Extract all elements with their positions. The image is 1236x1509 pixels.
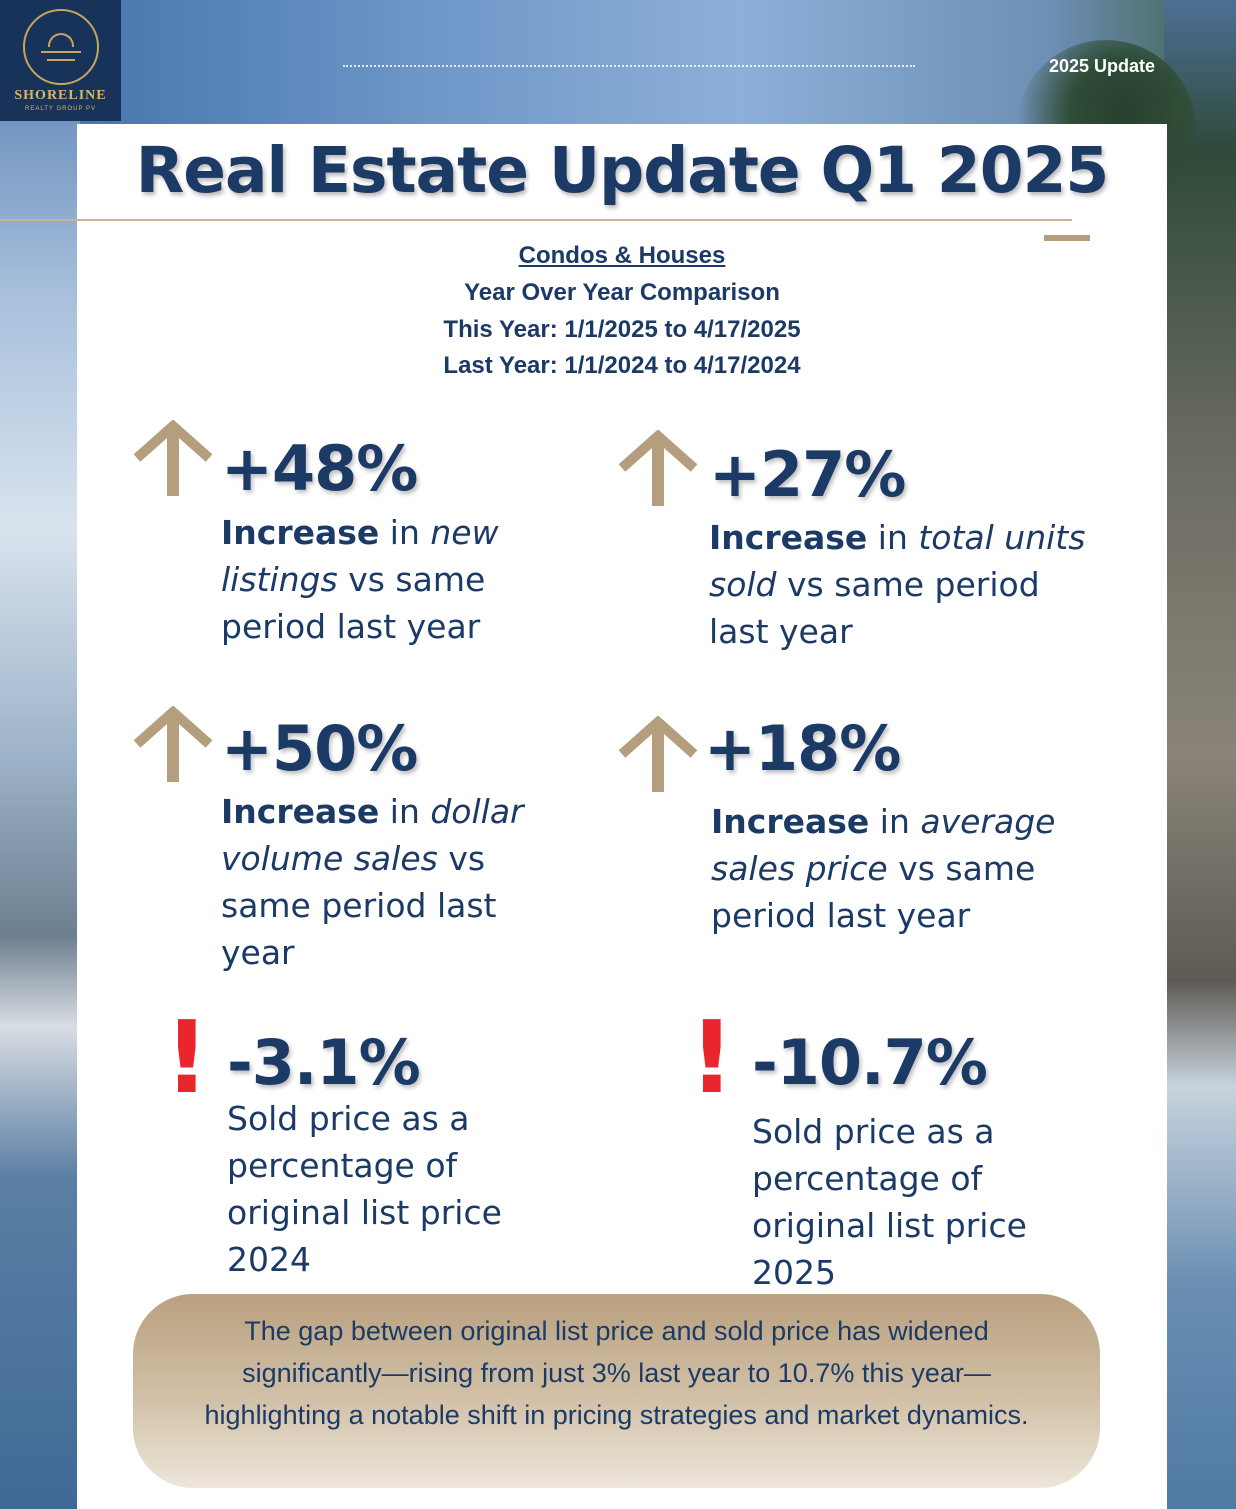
logo-ring-icon xyxy=(23,9,99,85)
title-divider xyxy=(0,219,1072,221)
up-arrow-icon xyxy=(133,706,213,782)
this-year-range: This Year: 1/1/2025 to 4/17/2025 xyxy=(443,316,801,343)
last-year-range: Last Year: 1/1/2024 to 4/17/2024 xyxy=(443,352,801,379)
up-arrow-icon xyxy=(618,716,698,792)
scenery-right xyxy=(1164,0,1236,1509)
stat-description: Sold price as a percentage of original l… xyxy=(227,1099,502,1279)
up-arrow-icon xyxy=(618,430,698,506)
stat-value: +18% xyxy=(704,712,901,785)
stat-description: Increase in dollar volume sales vs same … xyxy=(221,792,524,972)
shoreline-logo: SHORELINE REALTY GROUP PV xyxy=(0,0,121,121)
stat-value: +50% xyxy=(221,712,418,785)
logo-name: SHORELINE xyxy=(14,88,107,103)
scenery-left xyxy=(0,0,80,1509)
sun-icon xyxy=(48,33,74,47)
title-dash xyxy=(1044,235,1090,241)
content-card xyxy=(77,124,1167,1509)
stat-value: -10.7% xyxy=(752,1026,988,1099)
wave-icon xyxy=(41,51,81,53)
up-arrow-icon xyxy=(133,420,213,496)
comparison-heading: Year Over Year Comparison xyxy=(464,279,780,306)
page-title: Real Estate Update Q1 2025 xyxy=(135,134,1110,207)
stat-value: +27% xyxy=(709,438,906,511)
exclamation-icon: ! xyxy=(689,999,735,1116)
stat-description: Sold price as a percentage of original l… xyxy=(752,1112,1027,1292)
wave-icon xyxy=(47,59,75,61)
stat-value: -3.1% xyxy=(227,1026,421,1099)
category-heading: Condos & Houses xyxy=(518,242,726,269)
update-tag: 2025 Update xyxy=(1049,56,1156,76)
stat-description: Increase in total units sold vs same per… xyxy=(709,518,1086,651)
exclamation-icon: ! xyxy=(164,999,210,1116)
stat-description: Increase in new listings vs same period … xyxy=(221,513,499,646)
logo-subtitle: REALTY GROUP PV xyxy=(24,106,97,112)
stat-description: Increase in average sales price vs same … xyxy=(711,802,1056,935)
header-dotted-line xyxy=(343,65,915,67)
stat-value: +48% xyxy=(221,432,418,505)
summary-box: The gap between original list price and … xyxy=(133,1294,1100,1488)
